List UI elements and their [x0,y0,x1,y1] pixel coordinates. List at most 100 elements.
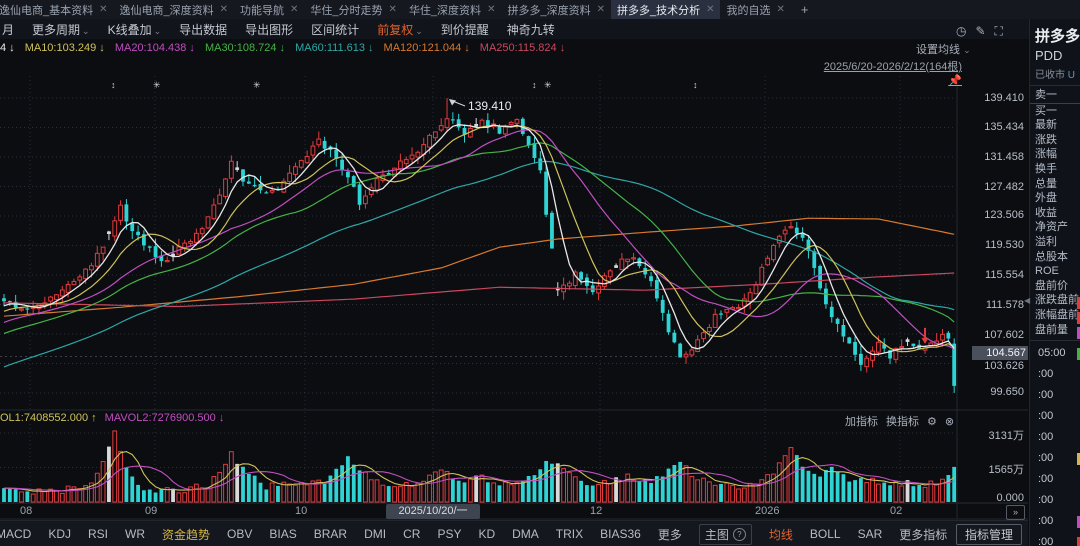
toolbar-月[interactable]: 月 [2,22,15,37]
pin-icon[interactable]: 📌 [948,75,962,87]
close-icon[interactable]: ✕ [706,4,715,15]
close-icon[interactable]: ✕ [596,4,605,15]
indicator-tab-BOLL[interactable]: BOLL [809,527,841,541]
indicator-tab-KDJ[interactable]: KDJ [48,527,72,541]
close-icon[interactable]: ✕ [388,4,397,15]
x-axis-label: 12 [590,505,603,517]
indicator-tab-BIAS36[interactable]: BIAS36 [600,527,641,541]
indicator-tab-SAR[interactable]: SAR [857,527,883,541]
close-pane-icon[interactable]: ⊗ [944,415,955,428]
event-marker-icon[interactable]: ↕ [111,80,116,90]
tab-拼多多_技术分析[interactable]: 拼多多_技术分析 ✕ [610,0,721,19]
indicator-tab-DMI[interactable]: DMI [364,527,387,541]
quote-row-最新: 最新 [1035,119,1057,132]
tab-华住_分时走势[interactable]: 华住_分时走势 ✕ [310,4,397,17]
tab-拼多多_深度资料[interactable]: 拼多多_深度资料 ✕ [507,4,605,17]
tab-功能导航[interactable]: 功能导航 ✕ [240,4,299,17]
indicator-tab-TRIX[interactable]: TRIX [555,527,584,541]
quote-row-溢利: 溢利 [1035,235,1057,248]
panel-collapse-handle[interactable]: ◀ [1024,296,1031,305]
close-icon[interactable]: ✕ [290,4,299,15]
draw-pencil-icon[interactable]: ✎ [975,24,986,38]
quote-row-涨幅盘前: 涨幅盘前 [1030,308,1080,324]
toolbar-K线叠加[interactable]: K线叠加 ⌄ [107,22,162,37]
volume-header: OL1:7408552.000 ↑ MAVOL2:7276900.500 ↓ [0,412,224,426]
visible-range-label[interactable]: 2025/6/20-2026/2/12(164根) 📌 [823,61,962,87]
toolbar-导出图形[interactable]: 导出图形 [245,22,294,37]
tab-逸仙电商_深度资料[interactable]: 逸仙电商_深度资料 ✕ [119,4,229,17]
chevron-down-icon: ⌄ [153,25,162,36]
toolbar-更多周期[interactable]: 更多周期 ⌄ [32,22,90,37]
toolbar-到价提醒[interactable]: 到价提醒 [440,22,489,37]
us-market-badge: U [1067,70,1076,81]
indicator-tab-MACD[interactable]: MACD [0,527,32,541]
svg-text:139.410: 139.410 [468,99,512,113]
close-icon[interactable]: ✕ [219,4,229,15]
indicator-tab-PSY[interactable]: PSY [437,527,462,541]
indicator-tab-更多指标[interactable]: 更多指标 [899,527,948,542]
event-marker-icon[interactable]: ✳ [544,80,552,90]
indicator-tab-OBV[interactable]: OBV [227,527,253,541]
toolbar-导出数据[interactable]: 导出数据 [179,22,228,37]
event-marker-icon[interactable]: ✳ [253,80,261,90]
indicator-tab-DMA[interactable]: DMA [512,527,539,541]
ma-settings-button[interactable]: 设置均线 ⌄ [916,44,971,56]
close-icon[interactable]: ✕ [776,4,785,15]
toolbar-神奇九转[interactable]: 神奇九转 [506,22,555,37]
ma-reading: MA20:104.438 ↓ [114,42,195,54]
tab-我的自选[interactable]: 我的自选 ✕ [726,4,785,17]
tab-逸仙电商_基本资料[interactable]: 逸仙电商_基本资料 ✕ [0,4,108,17]
close-icon[interactable]: ✕ [487,4,496,15]
help-icon[interactable]: ? [732,527,746,541]
tab-bar: 逸仙电商_基本资料 ✕ 逸仙电商_深度资料 ✕ 功能导航 ✕ 华住_分时走势 ✕ 华住_深度资料… [0,0,1080,20]
indicator-manage-button[interactable]: 指标管理 [955,524,1022,545]
volume-tick: 1565万 [988,464,1024,476]
indicator-tab-bar: MACD KDJ RSI WR 资金趋势 OBV BIAS BRAR DMI CR PSY KD DMA… [0,520,1028,546]
price-tick: 135.434 [984,121,1024,133]
new-tab-button[interactable]: + [800,2,809,17]
indicator-tab-均线[interactable]: 均线 [768,527,793,542]
tick-time: :00 [1030,511,1080,532]
quote-panel: 拼多多 PDD 已收市 U 卖一 买一 最新 涨跌 涨幅 换手 总量 外盘 收益 净资产 溢利 总股本… [1029,19,1080,546]
indicator-tab-KD[interactable]: KD [478,527,496,541]
price-tick: 99.650 [990,386,1024,398]
fullscreen-icon[interactable]: ⛶ [994,24,1003,38]
indicator-tab-BRAR[interactable]: BRAR [313,527,348,541]
tick-time: :00 [1038,494,1054,507]
event-marker-icon[interactable]: ✳ [153,80,161,90]
indicator-tab-资金趋势[interactable]: 资金趋势 [162,527,211,542]
chart-header-icons: ◷ ✎ ⛶ [956,24,1003,39]
price-tick: 139.410 [984,92,1024,104]
ma-reading: MA30:108.724 ↓ [204,42,286,54]
quote-row-盘前价: 盘前价 [1035,279,1068,292]
switch-indicator-button[interactable]: 换指标 [886,416,919,428]
ma-readings-row: 4 ↓ MA10:103.249 ↓ MA20:104.438 ↓ MA30:108.… [0,42,565,56]
stock-code: PDD [1035,48,1063,63]
scroll-right-button[interactable]: » [1006,505,1025,520]
price-tick: 107.602 [984,329,1024,341]
volume-tick: 3131万 [988,430,1024,442]
toolbar-前复权[interactable]: 前复权 ⌄ [377,22,423,37]
quote-row-外盘: 外盘 [1035,192,1057,205]
toolbar-区间统计[interactable]: 区间统计 [311,22,360,37]
x-axis-label: 08 [20,505,33,517]
ma-reading: MA10:103.249 ↓ [24,42,105,54]
indicator-tab-更多[interactable]: 更多 [657,527,682,542]
event-marker-icon[interactable]: ↕ [532,80,537,90]
event-marker-icon[interactable]: ↕ [693,80,698,90]
x-axis-label: 09 [145,505,158,517]
add-indicator-button[interactable]: 加指标 [845,416,878,428]
indicator-tab-WR[interactable]: WR [125,527,146,541]
ma-reading: MA60:111.613 ↓ [295,42,374,54]
history-icon[interactable]: ◷ [956,24,967,38]
indicator-tab-BIAS[interactable]: BIAS [269,527,297,541]
price-tick: 103.626 [984,360,1024,372]
gear-icon[interactable]: ⚙ [927,415,937,428]
indicator-tab-RSI[interactable]: RSI [88,527,109,541]
tab-华住_深度资料[interactable]: 华住_深度资料 ✕ [408,4,496,17]
quote-row-盘前量: 盘前量 [1030,323,1080,339]
indicator-tab-CR[interactable]: CR [403,527,421,541]
close-icon[interactable]: ✕ [99,4,108,15]
main-chart-selector[interactable]: 主图? [698,523,752,545]
